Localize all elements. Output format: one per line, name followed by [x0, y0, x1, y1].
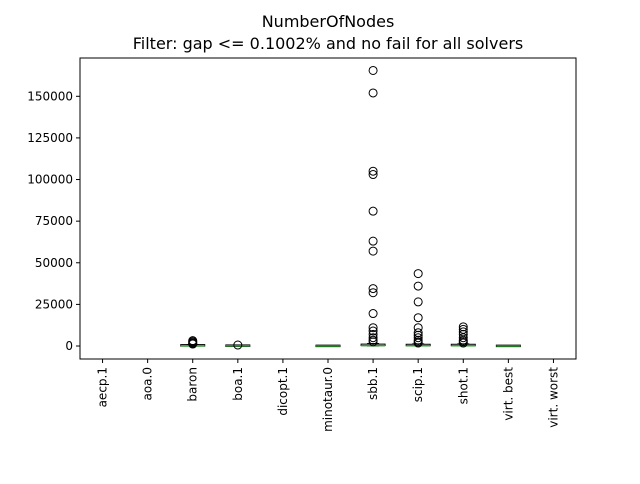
outlier-point [413, 269, 423, 279]
x-tick-label: dicopt.1 [276, 367, 290, 416]
y-tick-label: 50000 [35, 256, 73, 270]
x-tick-label: scip.1 [411, 367, 425, 402]
box-baron [180, 336, 206, 349]
x-tick-label: shot.1 [456, 367, 470, 404]
outlier-point [413, 328, 423, 338]
x-tick-label: sbb.1 [366, 367, 380, 400]
box-sbb-1 [360, 65, 386, 347]
x-tick-label: aecp.1 [96, 367, 110, 407]
box-boa-1 [225, 340, 251, 350]
outlier-point [368, 88, 378, 98]
outlier-point [368, 206, 378, 216]
chart-subtitle: Filter: gap <= 0.1002% and no fail for a… [133, 34, 523, 53]
outlier-point [458, 322, 468, 332]
outlier-point [233, 340, 243, 350]
outlier-point [368, 335, 378, 345]
outlier-point [413, 330, 423, 340]
outlier-point [368, 246, 378, 256]
y-tick-label: 100000 [27, 173, 73, 187]
x-tick-label: baron [186, 367, 200, 402]
outlier-point [368, 284, 378, 294]
outlier-point [368, 166, 378, 176]
chart-title: NumberOfNodes [262, 12, 395, 31]
outlier-point [188, 336, 198, 346]
outlier-point [413, 323, 423, 333]
outlier-point [413, 281, 423, 291]
x-tick-label: virt. worst [546, 367, 560, 428]
y-tick-label: 125000 [27, 131, 73, 145]
axes-frame [79, 57, 577, 360]
box-shot-1 [450, 322, 476, 348]
outlier-point [368, 288, 378, 298]
outlier-point [368, 170, 378, 180]
outlier-point [413, 297, 423, 307]
outlier-point [368, 326, 378, 336]
y-tick-label: 25000 [35, 297, 73, 311]
outlier-point [413, 335, 423, 345]
box-virt-best [495, 344, 521, 348]
outlier-point [368, 323, 378, 333]
x-tick-label: virt. best [501, 367, 515, 421]
outlier-point [458, 324, 468, 334]
x-tick-label: aoa.0 [141, 367, 155, 401]
y-tick-label: 0 [65, 339, 73, 353]
x-tick-label: minotaur.0 [321, 367, 335, 432]
box-scip-1 [405, 269, 431, 348]
outlier-point [458, 329, 468, 339]
outlier-point [413, 333, 423, 343]
outlier-point [413, 313, 423, 323]
outlier-point [458, 327, 468, 337]
outlier-point [368, 329, 378, 339]
box-minotaur-0 [315, 344, 341, 348]
plot-area: 0 25000 50000 75000 100000 125000 150000 aecp.1… [27, 65, 560, 432]
y-tick-label: 150000 [27, 89, 73, 103]
x-tick-label: boa.1 [231, 367, 245, 401]
outlier-point [368, 333, 378, 343]
y-tick-label: 75000 [35, 214, 73, 228]
outlier-point [368, 309, 378, 319]
outlier-point [368, 65, 378, 75]
outlier-point [368, 236, 378, 246]
